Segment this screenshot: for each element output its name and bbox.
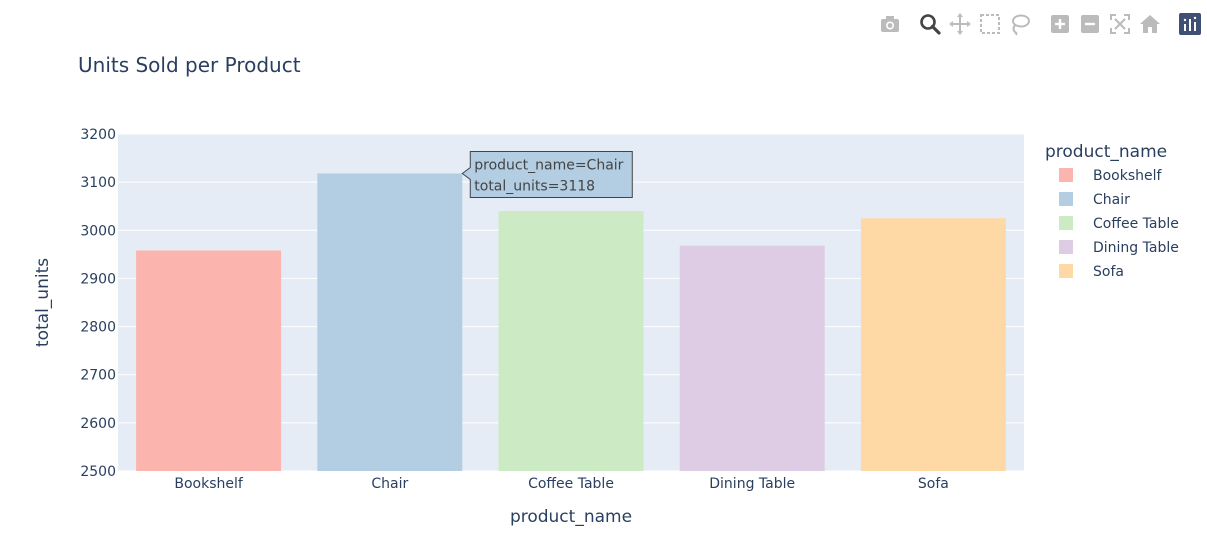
tooltip-line: total_units=3118 (474, 178, 595, 194)
y-tick-label: 2500 (80, 464, 116, 480)
y-tick-label: 2700 (80, 368, 116, 384)
camera-icon[interactable] (878, 12, 902, 36)
bar-dining-table[interactable] (679, 245, 825, 471)
bar-coffee-table[interactable] (498, 211, 644, 471)
y-tick-label: 2900 (80, 271, 116, 287)
x-tick-label: Dining Table (709, 476, 795, 492)
legend-swatch (1059, 192, 1073, 206)
legend-label: Dining Table (1093, 240, 1179, 256)
legend-item-coffee-table[interactable]: Coffee Table (1059, 216, 1179, 232)
x-tick-label: Bookshelf (174, 476, 244, 492)
y-axis-ticks: 2500 2600 2700 2800 2900 3000 3100 3200 (80, 127, 116, 480)
x-tick-label: Chair (371, 476, 408, 492)
reset-axes-icon[interactable] (1138, 12, 1162, 36)
y-tick-label: 3100 (80, 175, 116, 191)
box-select-icon[interactable] (978, 12, 1002, 36)
bars (136, 173, 1006, 471)
legend-item-dining-table[interactable]: Dining Table (1059, 240, 1179, 256)
zoom-out-icon[interactable] (1078, 12, 1102, 36)
zoom-in-icon[interactable] (1048, 12, 1072, 36)
legend: product_name Bookshelf Chair Coffee Table D… (1045, 142, 1179, 280)
legend-item-bookshelf[interactable]: Bookshelf (1059, 168, 1163, 184)
legend-label: Sofa (1093, 264, 1124, 280)
y-tick-label: 3200 (80, 127, 116, 143)
lasso-select-icon[interactable] (1008, 12, 1032, 36)
y-tick-label: 2800 (80, 320, 116, 336)
x-tick-label: Sofa (918, 476, 949, 492)
bar-sofa[interactable] (860, 218, 1006, 471)
legend-swatch (1059, 240, 1073, 254)
x-axis-ticks: Bookshelf Chair Coffee Table Dining Table So… (174, 476, 949, 492)
legend-swatch (1059, 168, 1073, 182)
x-axis-title: product_name (510, 507, 632, 527)
tooltip-line: product_name=Chair (474, 157, 623, 173)
bar-bookshelf[interactable] (136, 250, 282, 471)
plotly-logo-icon[interactable] (1178, 12, 1202, 36)
legend-label: Coffee Table (1093, 216, 1179, 232)
legend-title: product_name (1045, 142, 1167, 162)
pan-icon[interactable] (948, 12, 972, 36)
legend-label: Chair (1093, 192, 1130, 208)
bar-chair[interactable] (317, 173, 463, 471)
x-tick-label: Coffee Table (528, 476, 614, 492)
autoscale-icon[interactable] (1108, 12, 1132, 36)
y-axis-title: total_units (33, 258, 53, 347)
legend-swatch (1059, 216, 1073, 230)
legend-swatch (1059, 264, 1073, 278)
y-tick-label: 3000 (80, 223, 116, 239)
chart-title: Units Sold per Product (78, 53, 301, 77)
legend-item-sofa[interactable]: Sofa (1059, 264, 1124, 280)
y-tick-label: 2600 (80, 416, 116, 432)
zoom-icon[interactable] (918, 12, 942, 36)
modebar (878, 12, 1203, 38)
legend-item-chair[interactable]: Chair (1059, 192, 1130, 208)
legend-label: Bookshelf (1093, 168, 1163, 184)
hover-tooltip: product_name=Chair total_units=3118 (461, 150, 633, 198)
tooltip-box (461, 150, 633, 198)
